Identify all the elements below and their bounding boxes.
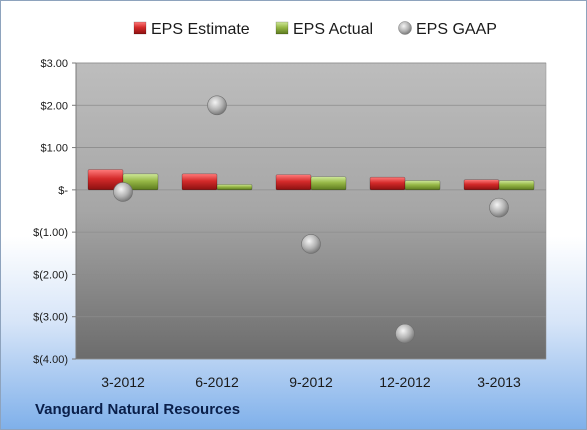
x-tick-label: 9-2012 — [289, 374, 333, 390]
bar-eps-estimate — [463, 179, 500, 191]
x-tick-label: 6-2012 — [195, 374, 239, 390]
legend-label: EPS Actual — [293, 21, 373, 38]
y-tick-label: $(1.00) — [33, 227, 68, 239]
x-tick-label: 3-2012 — [101, 374, 145, 390]
gaap-point — [207, 95, 227, 116]
gaap-point — [113, 182, 133, 202]
legend-label: EPS GAAP — [416, 21, 497, 38]
legend: EPS Estimate EPS Actual EPS GAAP — [133, 21, 497, 38]
bar-eps-actual — [216, 184, 253, 191]
y-tick-label: $3.00 — [40, 58, 68, 70]
bar-eps-estimate — [181, 173, 218, 191]
bar-eps-actual — [310, 176, 347, 191]
bar-eps-actual — [498, 180, 535, 191]
x-tick-label: 3-2013 — [477, 374, 521, 390]
y-axis: $3.00 $2.00 $1.00 $- $(1.00) $(2.00) $(3.00) $(… — [33, 58, 77, 366]
x-tick-label: 12-2012 — [379, 374, 431, 390]
gaap-point — [395, 323, 415, 344]
gaap-points — [113, 95, 509, 344]
bar-eps-estimate — [369, 176, 406, 191]
company-name: Vanguard Natural Resources — [35, 401, 241, 418]
y-tick-label: $(2.00) — [33, 269, 68, 281]
y-tick-label: $1.00 — [40, 143, 68, 155]
bars — [87, 169, 535, 191]
y-tick-label: $(4.00) — [33, 354, 68, 366]
gaap-point — [489, 197, 509, 218]
y-tick-label: $(3.00) — [33, 312, 68, 324]
legend-label: EPS Estimate — [151, 21, 250, 38]
legend-swatch — [133, 21, 147, 35]
y-tick-label: $- — [58, 185, 68, 197]
y-tick-label: $2.00 — [40, 100, 68, 112]
bar-eps-estimate — [275, 174, 312, 191]
gaap-point — [301, 234, 321, 254]
x-axis: 3-2012 6-2012 9-2012 12-2012 3-2013 — [101, 374, 521, 390]
legend-swatch — [275, 21, 289, 35]
legend-swatch-eps-gaap — [398, 21, 412, 35]
bar-eps-actual — [122, 173, 159, 191]
plot-area — [75, 62, 547, 360]
bar-eps-actual — [404, 180, 441, 191]
